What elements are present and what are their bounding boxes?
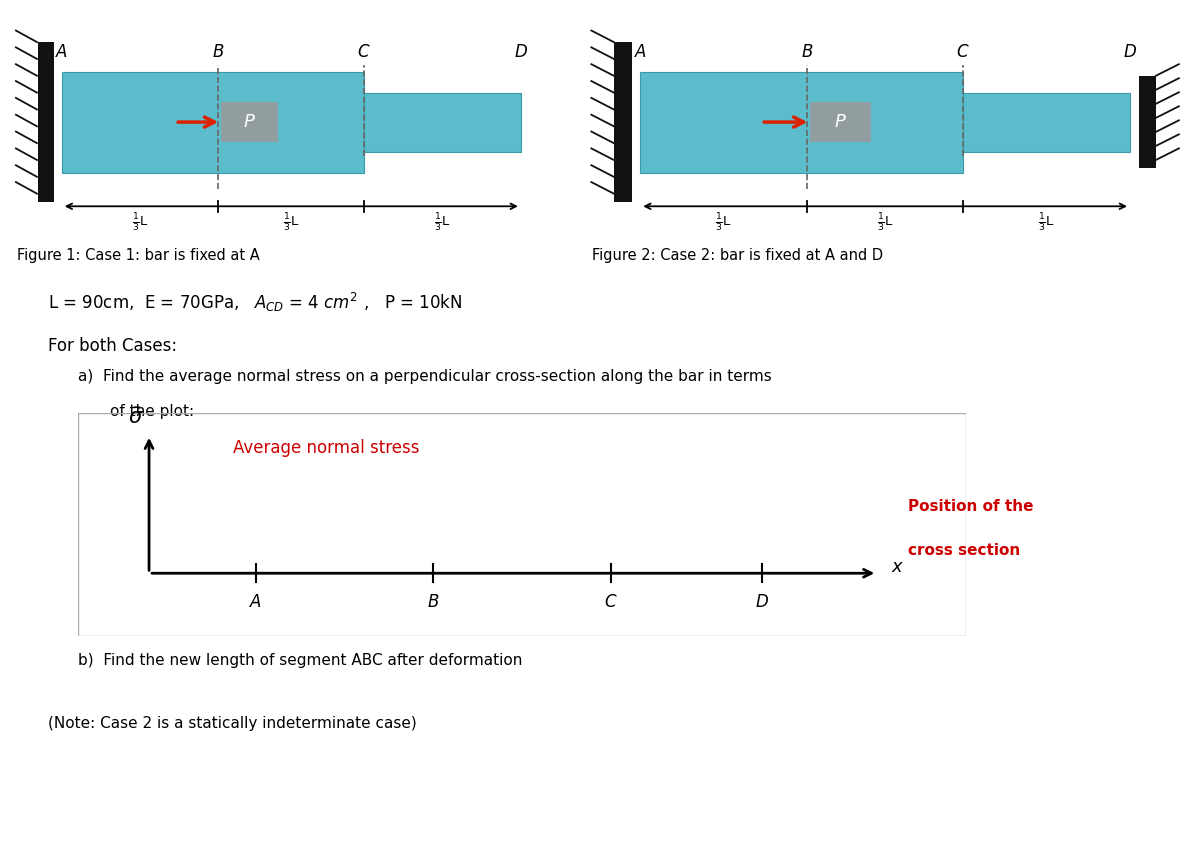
Bar: [1139, 76, 1156, 168]
Text: $A$: $A$: [55, 43, 68, 61]
Text: $D$: $D$: [514, 43, 528, 61]
Text: $A$: $A$: [634, 43, 647, 61]
Text: $\frac{1}{3}$L: $\frac{1}{3}$L: [132, 211, 149, 234]
Bar: [614, 42, 631, 202]
Text: $P$: $P$: [834, 113, 847, 131]
Bar: [365, 93, 521, 152]
Text: Figure 1: Case 1: bar is fixed at A: Figure 1: Case 1: bar is fixed at A: [17, 248, 259, 263]
Text: $\frac{1}{3}$L: $\frac{1}{3}$L: [715, 211, 732, 234]
Text: of the plot:: of the plot:: [110, 404, 194, 419]
Text: cross section: cross section: [908, 543, 1020, 558]
Text: $B$: $B$: [427, 594, 439, 611]
Text: L = 90cm,  E = 70GPa,   $A_{CD}$ = 4 $cm^2$ ,   P = 10kN: L = 90cm, E = 70GPa, $A_{CD}$ = 4 $cm^2$…: [48, 290, 462, 313]
Text: $B$: $B$: [212, 43, 224, 61]
Bar: [962, 93, 1130, 152]
Text: $x$: $x$: [892, 557, 905, 576]
FancyBboxPatch shape: [810, 102, 871, 142]
Text: $D$: $D$: [755, 594, 769, 611]
Text: $\frac{1}{3}$L: $\frac{1}{3}$L: [1038, 211, 1055, 234]
Text: $\frac{1}{3}$L: $\frac{1}{3}$L: [434, 211, 451, 234]
Text: For both Cases:: For both Cases:: [48, 337, 178, 354]
FancyBboxPatch shape: [221, 102, 277, 142]
Text: Position of the: Position of the: [908, 498, 1033, 514]
Text: $D$: $D$: [1123, 43, 1136, 61]
Text: $B$: $B$: [802, 43, 814, 61]
Text: $\frac{1}{3}$L: $\frac{1}{3}$L: [283, 211, 300, 234]
Text: Average normal stress: Average normal stress: [233, 440, 420, 457]
Text: (Note: Case 2 is a statically indeterminate case): (Note: Case 2 is a statically indetermin…: [48, 716, 416, 731]
Bar: [641, 72, 962, 173]
Text: b)  Find the new length of segment ABC after deformation: b) Find the new length of segment ABC af…: [78, 653, 522, 668]
Bar: [62, 72, 365, 173]
Text: Figure 2: Case 2: bar is fixed at A and D: Figure 2: Case 2: bar is fixed at A and …: [593, 248, 883, 263]
Text: $A$: $A$: [250, 594, 262, 611]
Text: $P$: $P$: [244, 113, 256, 131]
Text: $C$: $C$: [358, 43, 371, 61]
Text: $\frac{1}{3}$L: $\frac{1}{3}$L: [877, 211, 894, 234]
Text: $C$: $C$: [956, 43, 970, 61]
Bar: [37, 42, 54, 202]
Text: $C$: $C$: [604, 594, 618, 611]
Text: $\bar{\sigma}$: $\bar{\sigma}$: [128, 408, 144, 429]
Text: a)  Find the average normal stress on a perpendicular cross-section along the ba: a) Find the average normal stress on a p…: [78, 369, 772, 384]
